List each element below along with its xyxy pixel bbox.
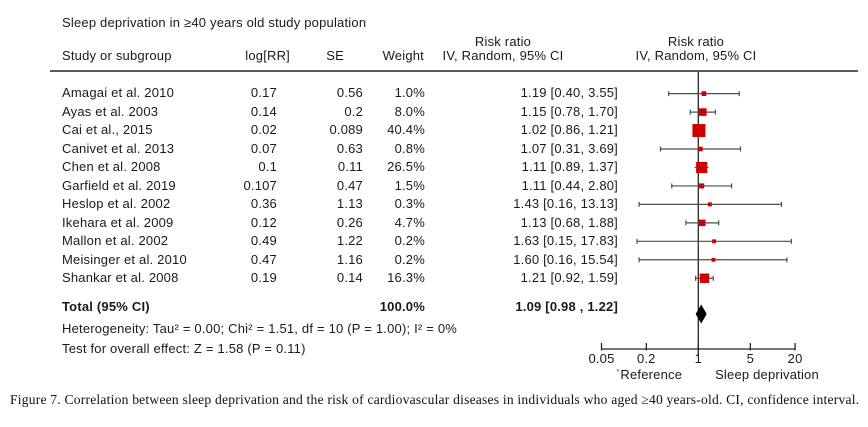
plot-header-line2: IV, Random, 95% CI <box>635 48 757 63</box>
study-risk-ratio: 1.19 [0.40, 3.55] <box>520 85 618 101</box>
study-logrr: 0.17 <box>250 85 277 101</box>
study-logrr: 0.36 <box>250 196 277 212</box>
effect-square <box>699 108 707 116</box>
study-logrr: 0.47 <box>250 251 277 267</box>
effect-square <box>711 257 716 262</box>
effect-square <box>696 161 708 174</box>
study-logrr: 0.07 <box>250 140 277 156</box>
axis-tick-label: 20 <box>787 351 803 366</box>
axis-tick-label: 5 <box>746 351 755 366</box>
study-logrr: 0.107 <box>243 177 277 193</box>
study-risk-ratio: 1.21 [0.92, 1.59] <box>520 270 618 285</box>
plot-column-header: Risk ratio IV, Random, 95% CI <box>611 35 781 63</box>
study-name: Canivet et al. 2013 <box>62 140 175 156</box>
study-name: Heslop et al. 2002 <box>62 196 171 212</box>
study-name: Ayas et al. 2003 <box>62 103 159 119</box>
axis-right-label: Sleep deprivation <box>715 367 819 382</box>
axis-tick-label: 1 <box>694 351 703 366</box>
heterogeneity-note: Heterogeneity: Tau² = 0.00; Chi² = 1.51,… <box>62 321 458 336</box>
study-se: 0.26 <box>336 214 363 230</box>
study-weight: 1.5% <box>394 177 425 193</box>
risk-ratio-column-header: Risk ratio IV, Random, 95% CI <box>418 35 588 63</box>
study-se: 1.22 <box>336 233 363 249</box>
study-weight: 8.0% <box>394 103 425 119</box>
effect-square <box>712 239 717 244</box>
study-weight: 0.2% <box>394 251 425 267</box>
study-logrr: 0.1 <box>258 159 277 175</box>
study-se: 1.16 <box>336 251 363 267</box>
study-risk-ratio: 1.11 [0.89, 1.37] <box>521 159 618 175</box>
column-header-weight: Weight <box>382 48 424 63</box>
study-name: Meisinger et al. 2010 <box>62 251 187 267</box>
total-risk-ratio: 1.09 [0.98 , 1.22] <box>515 299 618 314</box>
study-logrr: 0.02 <box>250 122 277 138</box>
study-risk-ratio: 1.02 [0.86, 1.21] <box>520 122 618 138</box>
study-logrr: 0.49 <box>250 233 277 249</box>
study-risk-ratio: 1.07 [0.31, 3.69] <box>520 140 618 156</box>
study-logrr: 0.19 <box>250 270 277 285</box>
study-name: Mallon et al. 2002 <box>62 233 169 249</box>
study-weight: 0.3% <box>394 196 425 212</box>
study-se: 0.089 <box>329 122 363 138</box>
effect-square <box>698 219 706 227</box>
study-weight: 16.3% <box>387 270 425 285</box>
column-header-study: Study or subgroup <box>62 48 172 63</box>
effect-square <box>699 273 710 283</box>
study-weight: 26.5% <box>387 159 425 175</box>
study-name: Shankar et al. 2008 <box>62 270 179 285</box>
study-name: Cai et al., 2015 <box>62 122 153 138</box>
overall-effect-note: Test for overall effect: Z = 1.58 (P = 0… <box>62 341 306 356</box>
axis-left-label: `Reference <box>615 367 683 382</box>
study-risk-ratio: 1.11 [0.44, 2.80] <box>521 177 618 193</box>
column-header-se: SE <box>326 48 344 63</box>
axis-tick-label: 0.05 <box>588 351 615 366</box>
study-name: Garfield et al. 2019 <box>62 177 176 193</box>
study-weight: 0.2% <box>394 233 425 249</box>
total-weight: 100.0% <box>379 299 425 314</box>
study-se: 0.11 <box>337 159 363 175</box>
study-weight: 4.7% <box>394 214 425 230</box>
effect-square <box>692 124 706 138</box>
effect-square <box>699 183 705 189</box>
study-name: Ikehara et al. 2009 <box>62 214 174 230</box>
study-name: Amagai et al. 2010 <box>62 85 175 101</box>
figure-title: Sleep deprivation in ≥40 years old study… <box>62 15 367 30</box>
study-se: 0.56 <box>336 85 363 101</box>
study-se: 0.63 <box>336 140 363 156</box>
study-se: 0.14 <box>336 270 363 285</box>
study-risk-ratio: 1.13 [0.68, 1.88] <box>520 214 618 230</box>
plot-header-line1: Risk ratio <box>667 34 725 49</box>
effect-square <box>698 146 703 152</box>
study-se: 0.47 <box>336 177 363 193</box>
study-risk-ratio: 1.43 [0.16, 13.13] <box>513 196 618 212</box>
effect-square <box>701 91 707 97</box>
study-se: 0.2 <box>344 103 363 119</box>
study-name: Chen et al. 2008 <box>62 159 161 175</box>
study-weight: 0.8% <box>394 140 425 156</box>
axis-tick-label: 0.2 <box>636 351 656 366</box>
study-risk-ratio: 1.15 [0.78, 1.70] <box>520 103 618 119</box>
total-diamond <box>695 304 707 324</box>
study-logrr: 0.12 <box>250 214 277 230</box>
study-weight: 1.0% <box>394 85 425 101</box>
risk-ratio-header-line2: IV, Random, 95% CI <box>442 48 564 63</box>
study-weight: 40.4% <box>387 122 425 138</box>
column-header-logrr: log[RR] <box>245 48 290 63</box>
study-se: 1.13 <box>336 196 363 212</box>
study-risk-ratio: 1.60 [0.16, 15.54] <box>513 251 618 267</box>
total-label: Total (95% CI) <box>62 299 150 314</box>
study-risk-ratio: 1.63 [0.15, 17.83] <box>513 233 618 249</box>
effect-square <box>707 202 712 207</box>
figure-caption: Figure 7. Correlation between sleep depr… <box>10 392 860 407</box>
risk-ratio-header-line1: Risk ratio <box>474 34 532 49</box>
study-logrr: 0.14 <box>250 103 277 119</box>
